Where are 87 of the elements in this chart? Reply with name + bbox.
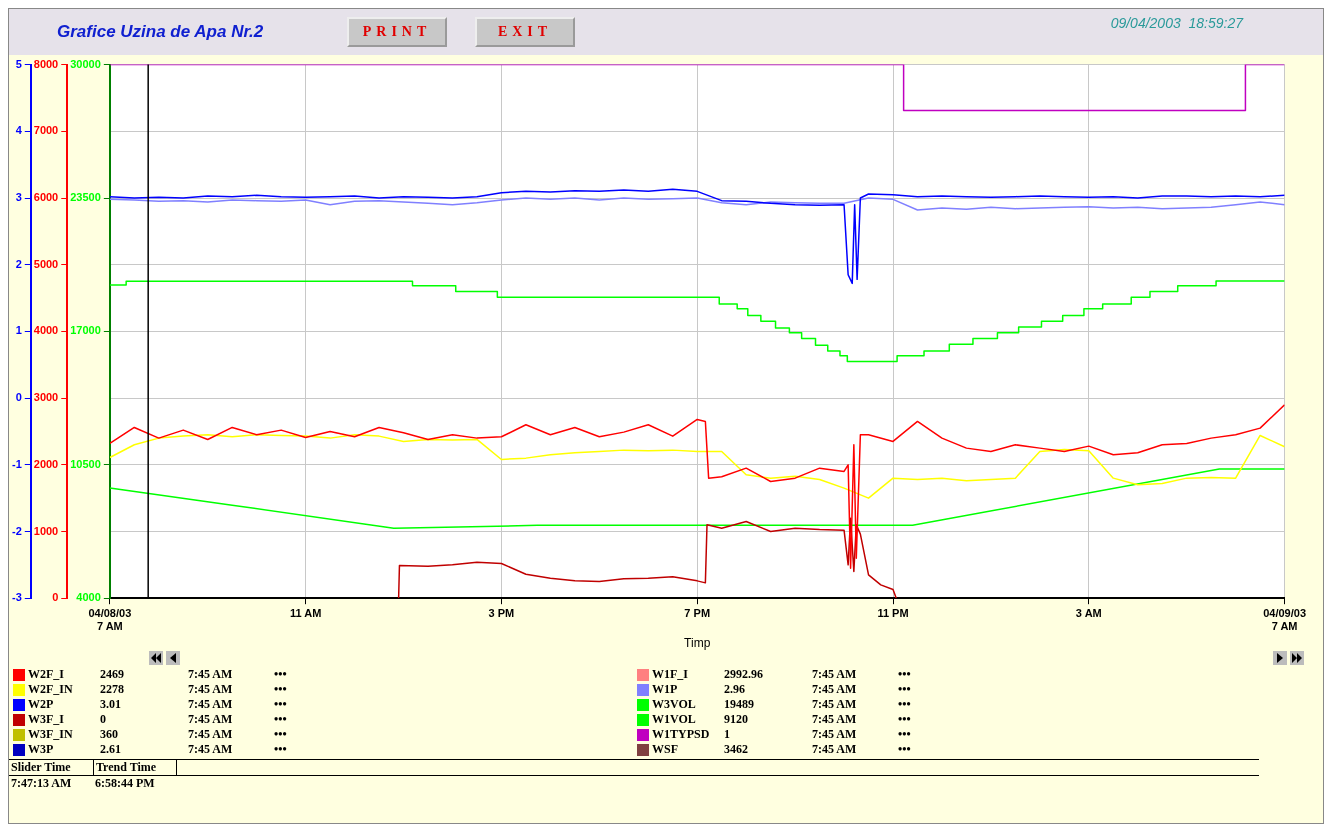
text: 7:45 AM <box>188 742 234 757</box>
text: 19489 <box>724 697 755 712</box>
text: 7:45 AM <box>812 742 858 757</box>
text: 7:45 AM <box>812 667 858 682</box>
text: 7:45 AM <box>812 682 858 697</box>
y3-tick-label: 4000 <box>76 591 101 604</box>
y-tick-label: 2 <box>15 257 22 270</box>
legend-label: W3P <box>28 742 55 757</box>
text: 2.61 <box>100 742 122 757</box>
y-tick-label: 1 <box>15 324 22 337</box>
text: 2.96 <box>724 682 746 697</box>
y2-tick-label: 6000 <box>33 191 59 204</box>
y3-tick-label: 30000 <box>70 57 101 70</box>
text: 3462 <box>724 742 749 757</box>
text: 6:58:44 PM <box>95 776 155 791</box>
y2-tick-label: 8000 <box>33 57 59 70</box>
text: 7:45 AM <box>188 712 234 727</box>
x-tick-label: 11 AM <box>289 606 322 619</box>
text: PRINT <box>347 17 447 47</box>
y-tick-label: 4 <box>15 124 23 137</box>
x-tick-label: 3 PM <box>488 606 515 619</box>
y-tick-label: -1 <box>12 457 22 470</box>
text: 7:45 AM <box>188 667 234 682</box>
text: ••• <box>898 727 911 742</box>
legend-label: W3F_IN <box>28 727 74 742</box>
y2-tick-label: 2000 <box>33 457 59 470</box>
text: ••• <box>274 727 287 742</box>
text: Trend Time <box>94 760 177 775</box>
x-tick-label: 3 AM <box>1075 606 1102 619</box>
text: 7:47:13 AM <box>10 776 73 791</box>
text: 360 <box>100 727 119 742</box>
text: 9120 <box>724 712 749 727</box>
legend-label: W1TYPSD <box>652 727 711 742</box>
text: 7:45 AM <box>812 712 858 727</box>
text: 7:45 AM <box>188 682 234 697</box>
legend-label: W2P <box>28 697 55 712</box>
x-tick-label: 04/09/03 7 AM <box>1263 606 1306 633</box>
y-tick-label: 0 <box>15 391 22 404</box>
text: ••• <box>898 742 911 757</box>
y2-tick-label: 4000 <box>33 324 59 337</box>
text: ••• <box>898 682 911 697</box>
y-tick-label: 5 <box>15 57 22 70</box>
x-tick-label: 7 PM <box>684 606 711 619</box>
y2-tick-label: 3000 <box>33 391 59 404</box>
text: ••• <box>274 667 287 682</box>
legend-label: W1P <box>652 682 679 697</box>
y2-tick-label: 0 <box>52 591 59 604</box>
legend-label: WSF <box>652 742 679 757</box>
text: 7:45 AM <box>188 727 234 742</box>
legend-label: W2F_I <box>28 667 65 682</box>
y-tick-label: -2 <box>12 524 22 537</box>
chart-title: Grafice Uzina de Apa Nr.2 <box>57 22 265 42</box>
text: 2469 <box>100 667 125 682</box>
y3-tick-label: 23500 <box>70 191 101 204</box>
text: 2278 <box>100 682 125 697</box>
text: ••• <box>274 712 287 727</box>
x-tick-label: 04/08/03 7 AM <box>88 606 132 633</box>
legend-label: W2F_IN <box>28 682 74 697</box>
text: 7:45 AM <box>812 727 858 742</box>
x-tick-label: 11 PM <box>877 606 909 619</box>
y3-tick-label: 17000 <box>70 324 101 337</box>
text: 2992.96 <box>724 667 764 682</box>
text: 7:45 AM <box>188 697 234 712</box>
text: 0 <box>100 712 107 727</box>
legend-label: W3VOL <box>652 697 697 712</box>
text: 7:45 AM <box>812 697 858 712</box>
text: EXIT <box>475 17 575 47</box>
chart-subtitle: 09/04/2003 18:59:27 <box>1110 15 1243 31</box>
text: ••• <box>898 697 911 712</box>
y3-tick-label: 10500 <box>70 457 101 470</box>
legend-label: W3F_I <box>28 712 65 727</box>
legend-label: W1VOL <box>652 712 697 727</box>
legend-label: W1F_I <box>652 667 689 682</box>
text: ••• <box>274 697 287 712</box>
y2-tick-label: 7000 <box>33 124 59 137</box>
text: ••• <box>898 667 911 682</box>
y-tick-label: 3 <box>15 191 22 204</box>
text: ••• <box>274 742 287 757</box>
text: ••• <box>898 712 911 727</box>
text: 3.01 <box>100 697 122 712</box>
x-axis-title: Timp <box>684 636 711 651</box>
text: Slider Time <box>9 760 94 775</box>
y-tick-label: -3 <box>12 591 22 604</box>
y2-tick-label: 5000 <box>33 257 59 270</box>
y2-tick-label: 1000 <box>33 524 59 537</box>
text: 1 <box>724 727 731 742</box>
text: ••• <box>274 682 287 697</box>
